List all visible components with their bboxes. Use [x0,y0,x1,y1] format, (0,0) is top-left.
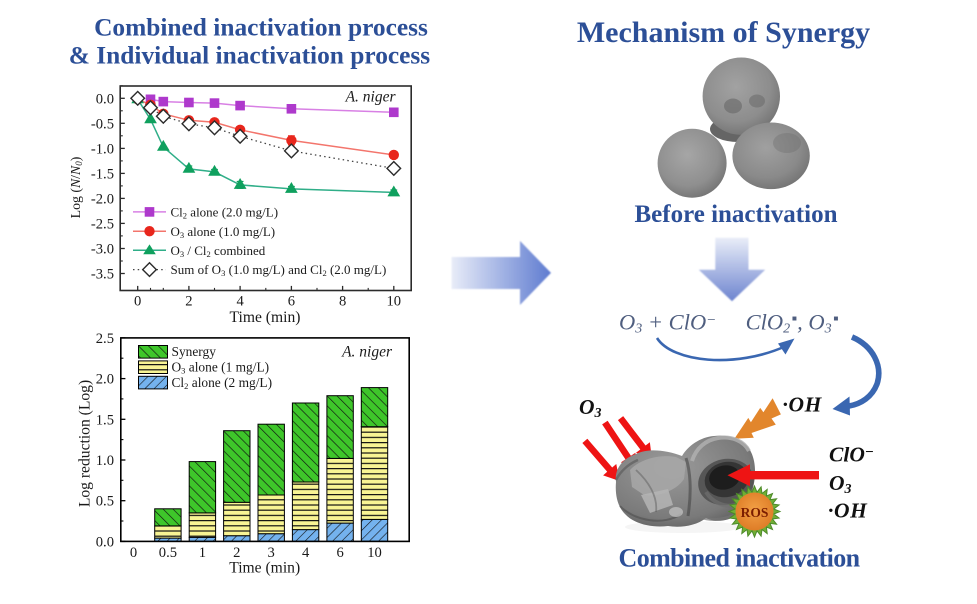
svg-text:-1.5: -1.5 [91,166,114,182]
svg-text:-3.0: -3.0 [91,242,114,258]
svg-text:Log (N/N0): Log (N/N0) [68,157,84,219]
svg-text:-0.5: -0.5 [91,116,114,132]
svg-text:Time (min): Time (min) [229,560,300,577]
svg-text:0.5: 0.5 [159,545,177,561]
svg-text:8: 8 [339,294,346,310]
svg-text:1.0: 1.0 [96,453,114,469]
svg-text:0.0: 0.0 [96,91,114,107]
svg-text:Synergy: Synergy [172,344,217,359]
svg-text:0: 0 [130,545,137,561]
svg-text:ROS: ROS [741,505,769,520]
svg-text:O3 alone (1 mg/L): O3 alone (1 mg/L) [172,359,270,375]
svg-text:Cl2 alone (2.0 mg/L): Cl2 alone (2.0 mg/L) [171,205,279,221]
svg-text:O3 / Cl2 combined: O3 / Cl2 combined [171,243,266,259]
svg-text:0: 0 [134,294,141,310]
svg-text:A. niger: A. niger [341,344,393,361]
svg-text:3: 3 [268,545,275,561]
svg-text:O3: O3 [579,395,602,421]
svg-text:4: 4 [236,294,244,310]
svg-text:0.0: 0.0 [96,534,114,550]
svg-text:6: 6 [288,294,295,310]
svg-text:Mechanism of Synergy: Mechanism of Synergy [577,16,870,49]
svg-text:10: 10 [367,545,382,561]
svg-text:& Individual inactivation proc: & Individual inactivation process [69,42,431,70]
svg-text:Log reduction (Log): Log reduction (Log) [77,380,94,507]
svg-text:2.5: 2.5 [96,331,114,347]
svg-text:O3 + ClO−: O3 + ClO− [619,310,716,337]
svg-text:2: 2 [185,294,192,310]
svg-text:·OH: ·OH [828,499,868,523]
svg-text:ClO−: ClO− [829,443,874,467]
svg-text:Cl2 alone (2 mg/L): Cl2 alone (2 mg/L) [172,375,273,391]
svg-text:Time (min): Time (min) [230,309,301,326]
svg-text:ClO2 ▪, O3 ▪: ClO2 ▪, O3 ▪ [746,310,839,337]
svg-text:4: 4 [302,545,310,561]
svg-text:Combined inactivation process: Combined inactivation process [94,14,428,42]
svg-text:·OH: ·OH [783,393,823,417]
svg-text:-2.5: -2.5 [91,216,114,232]
svg-text:-3.5: -3.5 [91,267,114,283]
svg-text:10: 10 [387,294,402,310]
svg-text:0.5: 0.5 [96,494,114,510]
svg-text:O3: O3 [829,471,852,497]
svg-text:1.5: 1.5 [96,412,114,428]
svg-text:Sum of O3 (1.0 mg/L) and Cl2 (: Sum of O3 (1.0 mg/L) and Cl2 (2.0 mg/L) [171,262,387,278]
svg-text:2: 2 [233,545,240,561]
svg-text:1: 1 [199,545,206,561]
svg-text:Before inactivation: Before inactivation [635,201,838,228]
svg-text:-1.0: -1.0 [91,141,114,157]
svg-text:6: 6 [336,545,343,561]
svg-text:A. niger: A. niger [345,88,397,105]
svg-text:2.0: 2.0 [96,372,114,388]
svg-text:-2.0: -2.0 [91,191,114,207]
svg-text:Combined inactivation: Combined inactivation [619,543,861,572]
svg-text:O3 alone (1.0 mg/L): O3 alone (1.0 mg/L) [171,224,276,240]
